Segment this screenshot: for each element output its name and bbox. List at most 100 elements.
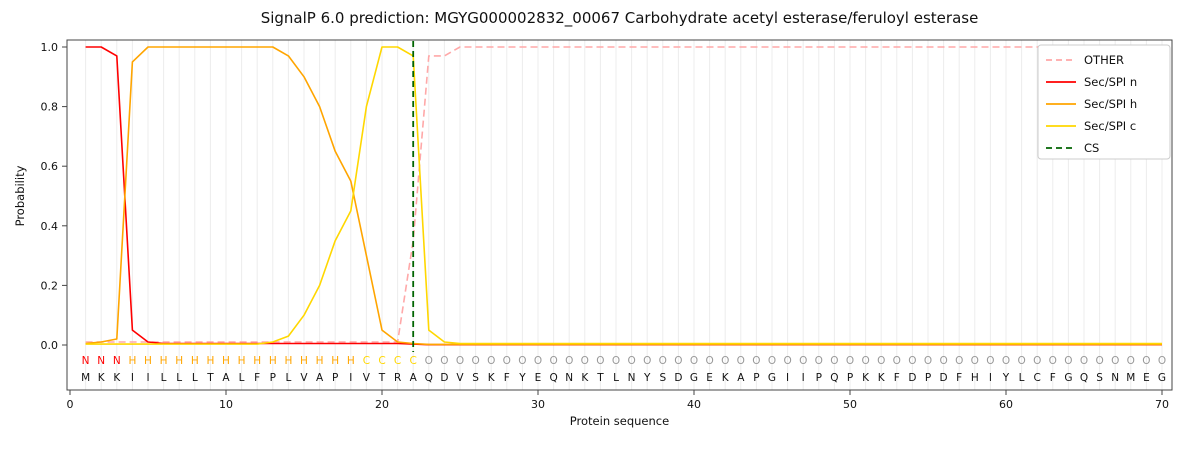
y-tick-label: 0.8: [41, 101, 59, 114]
region-label-letter: O: [861, 355, 869, 367]
x-tick-label: 70: [1155, 398, 1169, 411]
sequence-letter: T: [206, 372, 214, 384]
region-label-letter: H: [238, 355, 246, 367]
sequence-letter: K: [878, 372, 886, 384]
sequence-letter: E: [535, 372, 542, 384]
sequence-letter: Y: [643, 372, 651, 384]
legend-label: OTHER: [1084, 53, 1124, 67]
region-label-letter: O: [549, 355, 557, 367]
region-label-letter: O: [471, 355, 479, 367]
sequence-letter: S: [659, 372, 666, 384]
region-label-letter: O: [565, 355, 573, 367]
x-axis-label: Protein sequence: [569, 414, 670, 428]
sequence-letter: N: [1111, 372, 1119, 384]
x-tick-label: 50: [843, 398, 857, 411]
region-label-letter: O: [1002, 355, 1010, 367]
sequence-letter: P: [270, 372, 276, 384]
region-label-letter: O: [986, 355, 994, 367]
region-label-letter: O: [893, 355, 901, 367]
region-label-letter: O: [924, 355, 932, 367]
region-label-letter: N: [113, 355, 121, 367]
region-label-letter: O: [1142, 355, 1150, 367]
sequence-letter: T: [596, 372, 604, 384]
legend-label: Sec/SPI h: [1084, 97, 1137, 111]
region-label-letter: O: [596, 355, 604, 367]
region-label-letter: O: [1049, 355, 1057, 367]
x-tick-label: 30: [531, 398, 545, 411]
sequence-letter: F: [894, 372, 900, 384]
region-label-letter: O: [939, 355, 947, 367]
sequence-letter: L: [161, 372, 167, 384]
sequence-letter: K: [722, 372, 730, 384]
region-label-letter: O: [627, 355, 635, 367]
sequence-letter: R: [394, 372, 401, 384]
sequence-letter: A: [222, 372, 230, 384]
sequence-letter: F: [956, 372, 962, 384]
region-label-letter: O: [1111, 355, 1119, 367]
region-label-letter: O: [425, 355, 433, 367]
sequence-letter: Q: [1080, 372, 1088, 384]
sequence-letter: E: [706, 372, 713, 384]
region-label-letter: H: [160, 355, 168, 367]
region-label-letter: O: [1080, 355, 1088, 367]
region-label-letter: C: [378, 355, 385, 367]
legend-box: [1037, 44, 1171, 160]
sequence-letter: V: [363, 372, 371, 384]
region-label-letter: O: [971, 355, 979, 367]
legend-label: Sec/SPI n: [1084, 75, 1137, 89]
sequence-letter: G: [768, 372, 776, 384]
x-tick-label: 20: [375, 398, 389, 411]
sequence-letter: N: [628, 372, 636, 384]
sequence-letter: I: [131, 372, 134, 384]
sequence-letter: L: [1019, 372, 1025, 384]
sequence-letter: K: [862, 372, 870, 384]
region-label-letter: H: [347, 355, 355, 367]
region-label-letter: C: [363, 355, 370, 367]
sequence-letter: G: [1064, 372, 1072, 384]
region-label-letter: O: [690, 355, 698, 367]
region-label-letter: O: [721, 355, 729, 367]
sequence-letter: Q: [830, 372, 838, 384]
sequence-letter: G: [690, 372, 698, 384]
region-label-letter: O: [1017, 355, 1025, 367]
region-label-letter: C: [410, 355, 417, 367]
region-label-letter: O: [768, 355, 776, 367]
sequence-letter: S: [472, 372, 479, 384]
sequence-letter: E: [1143, 372, 1150, 384]
region-label-letter: O: [737, 355, 745, 367]
region-label-letter: H: [331, 355, 339, 367]
sequence-letter: M: [81, 372, 90, 384]
x-tick-label: 60: [999, 398, 1013, 411]
series-line-sec-spi-n: [85, 46, 1162, 346]
sequence-letter: I: [349, 372, 352, 384]
x-tick-label: 0: [67, 398, 74, 411]
region-label-letter: N: [82, 355, 90, 367]
region-label-letter: O: [955, 355, 963, 367]
sequence-letter: P: [332, 372, 338, 384]
sequence-letter: I: [786, 372, 789, 384]
region-label-letter: O: [877, 355, 885, 367]
sequence-letter: L: [285, 372, 291, 384]
region-label-letter: H: [175, 355, 183, 367]
sequence-letter: V: [300, 372, 308, 384]
region-label-letter: O: [846, 355, 854, 367]
sequence-letter: F: [254, 372, 260, 384]
region-label-letter: H: [300, 355, 308, 367]
legend-label: CS: [1084, 141, 1099, 155]
y-tick-label: 0.6: [41, 160, 59, 173]
sequence-letter: K: [113, 372, 121, 384]
sequence-letter: K: [98, 372, 106, 384]
sequence-letter: K: [488, 372, 496, 384]
region-label-letter: H: [316, 355, 324, 367]
x-axis-ticks: 0 10 20 30 40 50 60 70: [67, 390, 1169, 411]
region-label-letter: H: [191, 355, 199, 367]
region-label-letter: O: [1095, 355, 1103, 367]
region-label-letter: C: [394, 355, 401, 367]
sequence-letter: I: [989, 372, 992, 384]
sequence-letter: L: [176, 372, 182, 384]
sequence-letter: D: [940, 372, 948, 384]
region-label-letter: O: [440, 355, 448, 367]
region-label-letter: O: [534, 355, 542, 367]
sequence-letter: K: [581, 372, 589, 384]
